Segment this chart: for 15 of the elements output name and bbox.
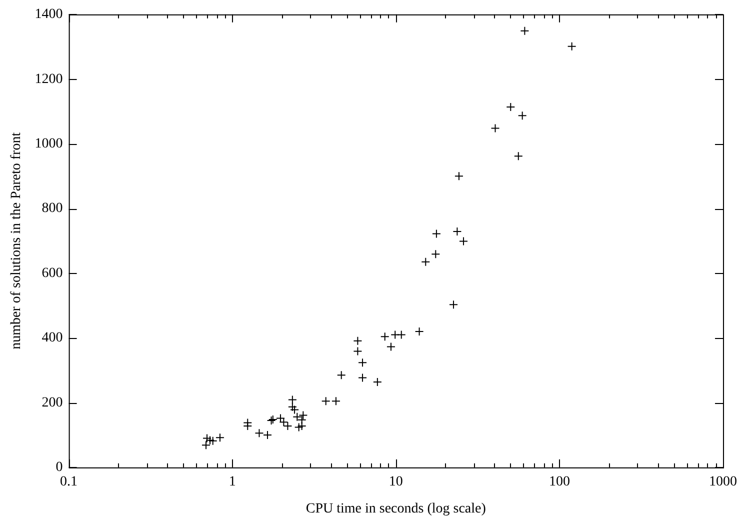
y-tick-label: 400 <box>42 330 63 346</box>
x-axis-title: CPU time in seconds (log scale) <box>306 501 486 516</box>
y-tick-label: 800 <box>42 201 63 216</box>
x-tick-label: 10 <box>388 474 403 490</box>
x-tick-label: 1 <box>228 474 236 490</box>
y-tick-label: 0 <box>56 460 63 476</box>
x-tick-label: 1000 <box>709 474 737 490</box>
x-tick-label: 100 <box>548 474 570 490</box>
y-tick-label: 1400 <box>34 7 63 22</box>
y-tick-label: 200 <box>42 395 63 410</box>
x-tick-label: 0.1 <box>60 474 78 490</box>
y-tick-label: 1000 <box>34 136 63 152</box>
y-tick-label: 1200 <box>34 72 63 87</box>
y-axis-title: number of solutions in the Pareto front <box>9 132 24 350</box>
y-tick-label: 600 <box>42 266 63 281</box>
